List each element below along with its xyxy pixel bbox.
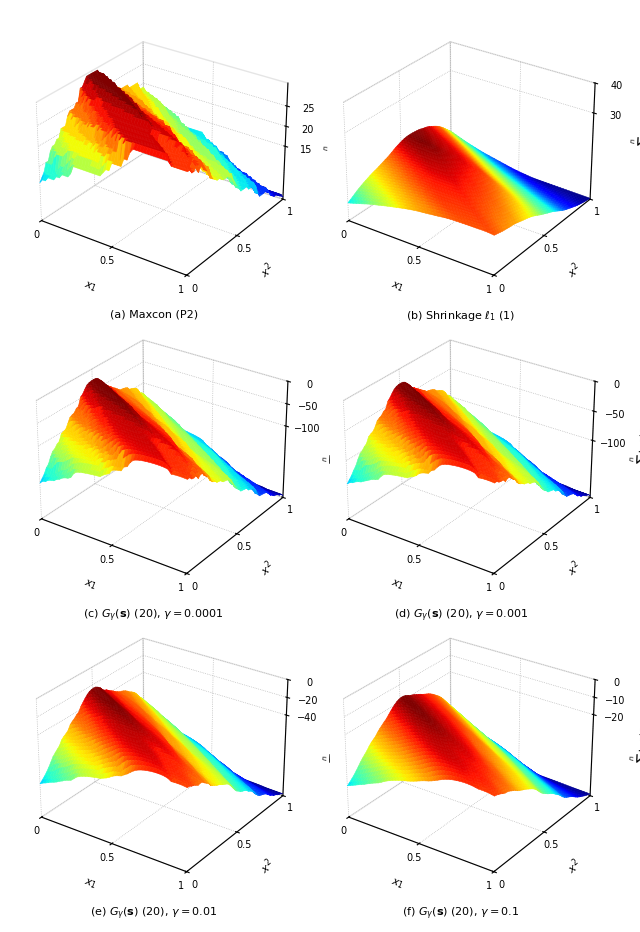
Y-axis label: $x^2$: $x^2$ [564,557,585,579]
Text: (b) Shrinkage $\ell_1$ (1): (b) Shrinkage $\ell_1$ (1) [406,309,515,323]
Y-axis label: $x^2$: $x^2$ [257,856,278,877]
X-axis label: $x_1$: $x_1$ [82,875,98,891]
Text: (f) $G_\gamma(\mathbf{s})$ (20), $\gamma = 0.1$: (f) $G_\gamma(\mathbf{s})$ (20), $\gamma… [402,906,520,923]
Text: (c) $G_\gamma(\mathbf{s})$ (20), $\gamma = 0.0001$: (c) $G_\gamma(\mathbf{s})$ (20), $\gamma… [83,608,224,624]
Text: (d) $G_\gamma(\mathbf{s})$ (20), $\gamma = 0.001$: (d) $G_\gamma(\mathbf{s})$ (20), $\gamma… [394,608,528,624]
Y-axis label: $x^2$: $x^2$ [564,259,585,281]
Y-axis label: $x^2$: $x^2$ [257,259,278,281]
X-axis label: $x_1$: $x_1$ [389,875,405,891]
Text: (e) $G_\gamma(\mathbf{s})$ (20), $\gamma = 0.01$: (e) $G_\gamma(\mathbf{s})$ (20), $\gamma… [90,906,217,923]
X-axis label: $x_1$: $x_1$ [82,577,98,593]
X-axis label: $x_1$: $x_1$ [82,279,98,295]
Text: (a) Maxcon (P2): (a) Maxcon (P2) [109,309,198,320]
Y-axis label: $x^2$: $x^2$ [257,557,278,579]
Y-axis label: $x^2$: $x^2$ [564,856,585,877]
X-axis label: $x_1$: $x_1$ [389,577,405,593]
X-axis label: $x_1$: $x_1$ [389,279,405,295]
